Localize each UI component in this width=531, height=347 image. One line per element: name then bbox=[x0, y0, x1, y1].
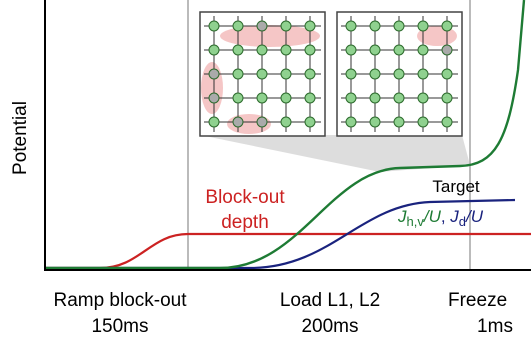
lattice-site bbox=[281, 45, 291, 55]
y-axis-label: Potential bbox=[10, 101, 31, 175]
separator: , bbox=[441, 207, 450, 226]
lattice-site bbox=[394, 21, 404, 31]
phase-duration: 150ms bbox=[91, 316, 148, 337]
diagram: Potential Ramp block-out 150ms Load L1, … bbox=[0, 0, 531, 347]
lattice-site bbox=[209, 93, 219, 103]
lattice-site bbox=[209, 69, 219, 79]
lattice-site bbox=[305, 117, 315, 127]
lattice-site bbox=[394, 69, 404, 79]
lattice-site bbox=[346, 21, 356, 31]
lattice-site bbox=[442, 21, 452, 31]
lattice-site bbox=[394, 117, 404, 127]
lattice-site bbox=[370, 45, 380, 55]
lattice-site bbox=[257, 93, 267, 103]
coupling-label: Jh,v/U, Jd/U bbox=[397, 207, 484, 229]
lattice-site bbox=[394, 45, 404, 55]
lattice-site bbox=[233, 117, 243, 127]
lattice-site bbox=[370, 117, 380, 127]
lattice-site bbox=[418, 117, 428, 127]
lattice-site bbox=[209, 45, 219, 55]
lattice-site bbox=[370, 93, 380, 103]
lattice-site bbox=[305, 69, 315, 79]
lattice-site bbox=[209, 21, 219, 31]
lattice-site bbox=[346, 45, 356, 55]
lattice-site bbox=[305, 45, 315, 55]
lattice-site bbox=[233, 69, 243, 79]
lattice-site bbox=[418, 21, 428, 31]
lattice-site bbox=[281, 117, 291, 127]
lattice-site bbox=[370, 69, 380, 79]
lattice-site bbox=[305, 93, 315, 103]
target-label: Target bbox=[432, 177, 480, 196]
phase-duration: 1ms bbox=[477, 316, 513, 337]
symbol: J bbox=[397, 207, 407, 226]
lattice-site bbox=[281, 69, 291, 79]
annotation: Block-out bbox=[205, 187, 285, 208]
lattice-site bbox=[233, 45, 243, 55]
lattice-site bbox=[394, 93, 404, 103]
lattice-insets bbox=[200, 12, 462, 136]
subscript: h,v bbox=[407, 214, 425, 229]
lattice-site bbox=[257, 45, 267, 55]
lattice-site bbox=[418, 93, 428, 103]
lattice-site bbox=[305, 21, 315, 31]
lattice-site bbox=[346, 69, 356, 79]
lattice-site bbox=[370, 21, 380, 31]
lattice-site bbox=[442, 117, 452, 127]
lattice-site bbox=[281, 93, 291, 103]
lattice-site bbox=[346, 93, 356, 103]
lattice-site bbox=[233, 93, 243, 103]
lattice-site bbox=[209, 117, 219, 127]
phase-name: Load L1, L2 bbox=[280, 290, 380, 311]
lattice-site bbox=[257, 117, 267, 127]
lattice-site bbox=[281, 21, 291, 31]
lattice-site bbox=[346, 117, 356, 127]
lattice-site bbox=[233, 21, 243, 31]
lattice-site bbox=[442, 45, 452, 55]
phase-duration: 200ms bbox=[301, 316, 358, 337]
phase-name: Freeze bbox=[448, 290, 507, 311]
phase-name: Ramp block-out bbox=[53, 290, 187, 311]
symbol: J bbox=[449, 207, 459, 226]
suffix: /U bbox=[465, 207, 484, 226]
subscript: d bbox=[459, 214, 466, 229]
lattice-site bbox=[442, 93, 452, 103]
suffix: /U bbox=[423, 207, 442, 226]
lattice-site bbox=[442, 69, 452, 79]
lattice-site bbox=[257, 69, 267, 79]
lattice-site bbox=[257, 21, 267, 31]
annotation: depth bbox=[221, 212, 269, 233]
lattice-site bbox=[418, 45, 428, 55]
lattice-site bbox=[418, 69, 428, 79]
